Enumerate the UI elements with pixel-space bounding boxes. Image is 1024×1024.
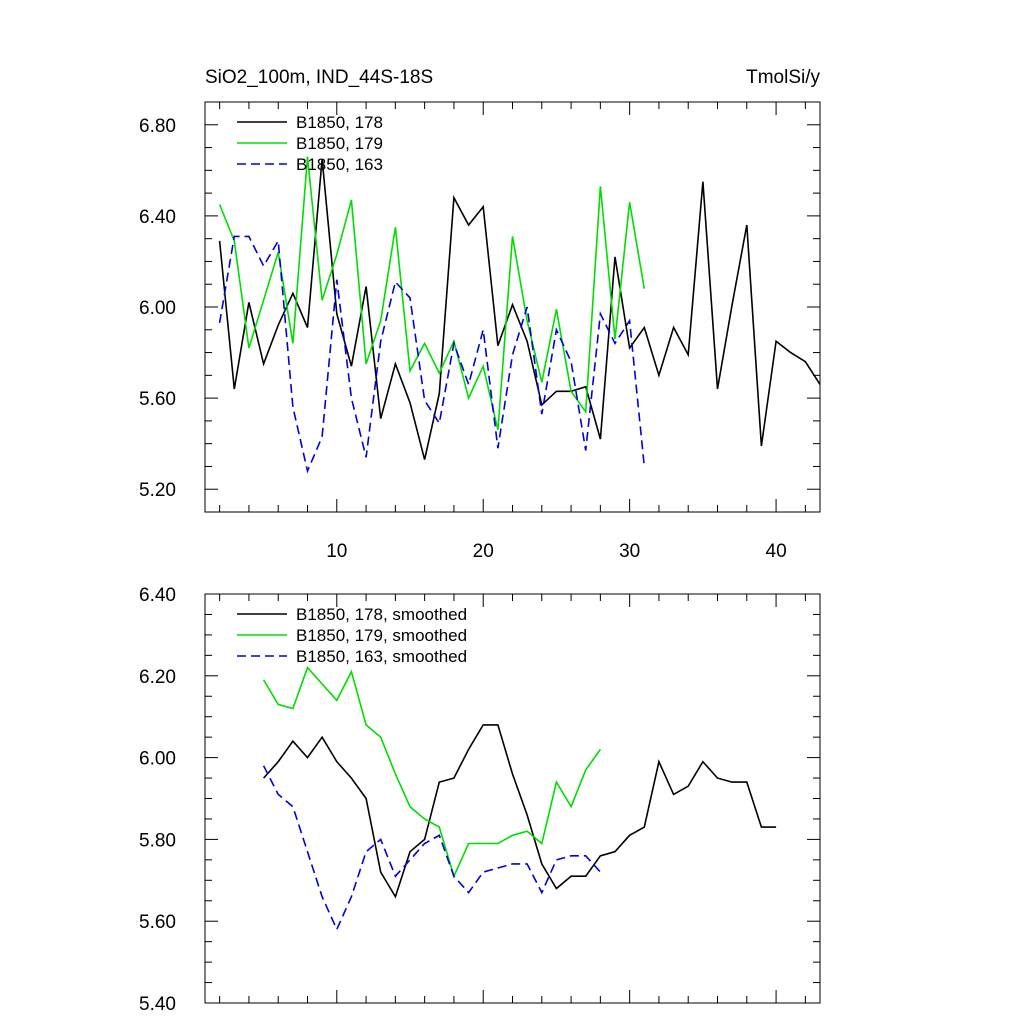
series-line-1 — [262, 666, 602, 879]
legend-label-0: B1850, 178, smoothed — [296, 605, 467, 624]
series-line-0 — [263, 724, 777, 899]
y-tick-label: 5.20 — [139, 480, 176, 501]
series-line-1 — [218, 156, 646, 431]
y-tick-label: 6.00 — [139, 749, 176, 770]
y-tick-label: 5.60 — [139, 912, 176, 933]
x-tick-label: 10 — [326, 541, 347, 562]
series-line-0 — [218, 158, 821, 460]
y-tick-label: 6.40 — [139, 207, 176, 228]
y-tick-label: 5.60 — [139, 389, 176, 410]
y-tick-label: 5.80 — [139, 830, 176, 851]
series-line-2 — [218, 235, 646, 474]
y-tick-label: 6.00 — [139, 298, 176, 319]
legend-label-0: B1850, 178 — [296, 113, 383, 132]
chart-title: SiO2_100m, IND_44S-18S — [205, 67, 433, 88]
y-tick-label: 5.40 — [139, 994, 176, 1015]
x-tick-label: 20 — [473, 541, 494, 562]
y-tick-label: 6.40 — [139, 585, 176, 606]
legend-label-1: B1850, 179 — [296, 134, 383, 153]
y-tick-label: 6.80 — [139, 116, 176, 137]
series-line-2 — [262, 765, 601, 932]
legend-label-2: B1850, 163, smoothed — [296, 647, 467, 666]
legend-label-1: B1850, 179, smoothed — [296, 626, 467, 645]
x-tick-label: 40 — [766, 541, 787, 562]
top-panel: 5.20 5.60 6.00 6.40 6.80 10 20 30 40 SiO2_100m, I… — [139, 67, 821, 562]
y-tick-label: 6.20 — [139, 667, 176, 688]
x-tick-label: 30 — [619, 541, 640, 562]
bottom-panel: 5.40 5.60 5.80 6.00 6.20 6.40 B1850, 178, smoo… — [139, 585, 821, 1015]
units-label: TmolSi/y — [746, 67, 820, 88]
legend-label-2: B1850, 163 — [296, 155, 383, 174]
